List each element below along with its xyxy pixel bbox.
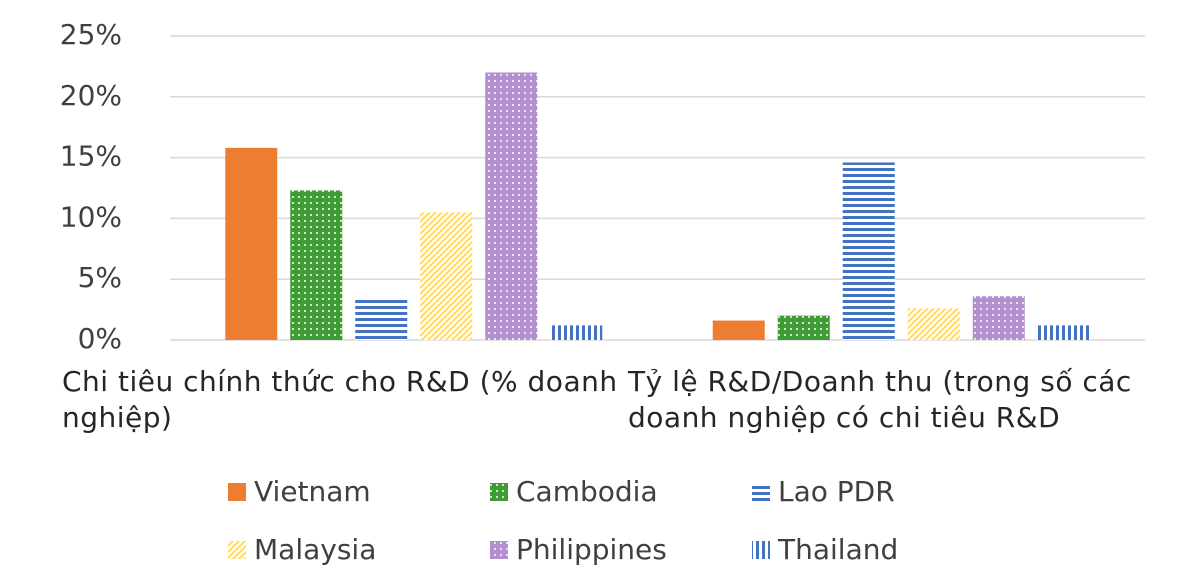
bar (485, 72, 538, 340)
x-tick-label: Tỷ lệ R&D/Doanh thu (trong số các doanh … (628, 365, 1132, 434)
bar (907, 308, 960, 340)
y-tick-label: 5% (78, 261, 122, 294)
bar (550, 325, 603, 340)
bar (420, 212, 473, 340)
legend-label: Vietnam (254, 475, 371, 508)
y-tick-label: 0% (78, 322, 122, 355)
legend-swatch (228, 483, 246, 501)
bar (712, 320, 765, 340)
legend-swatch (490, 483, 508, 501)
y-tick-label: 20% (60, 79, 122, 112)
bar (972, 296, 1025, 340)
legend-label: Malaysia (254, 533, 376, 566)
legend-label: Thailand (777, 533, 898, 566)
legend-label: Lao PDR (778, 475, 895, 508)
bar (290, 190, 343, 340)
legend-label: Philippines (516, 533, 667, 566)
bar (225, 147, 278, 340)
y-tick-label: 25% (60, 18, 122, 51)
y-tick-label: 10% (60, 200, 122, 233)
legend-swatch (752, 541, 770, 559)
legend-swatch (228, 541, 246, 559)
bar (355, 297, 408, 340)
legend-swatch (490, 541, 508, 559)
legend-swatch (752, 483, 770, 501)
bar (842, 162, 895, 340)
y-tick-label: 15% (60, 140, 122, 173)
legend-label: Cambodia (516, 475, 658, 508)
x-tick-label: Chi tiêu chính thức cho R&D (% doanh ngh… (62, 365, 618, 434)
bar (1037, 325, 1090, 340)
bar (777, 315, 830, 340)
